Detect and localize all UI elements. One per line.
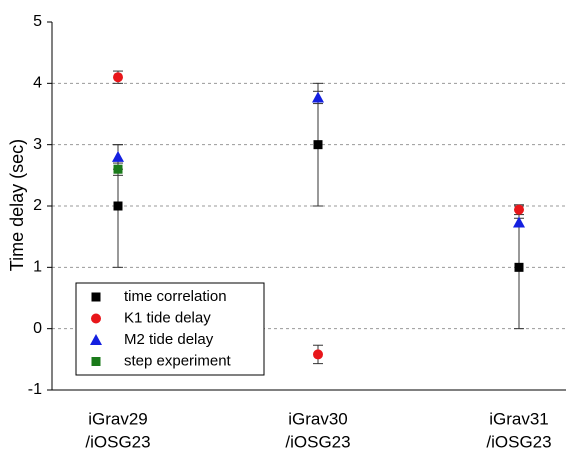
marker xyxy=(113,201,123,211)
legend-label: time correlation xyxy=(124,288,227,305)
marker xyxy=(513,216,525,228)
marker xyxy=(313,140,323,150)
marker xyxy=(514,204,524,215)
marker xyxy=(112,150,124,162)
y-tick-label: 1 xyxy=(33,259,42,276)
x-tick-label: /iOSG23 xyxy=(85,432,150,451)
y-tick-label: 3 xyxy=(33,136,42,153)
marker xyxy=(313,349,323,360)
y-tick-label: 0 xyxy=(33,320,42,337)
legend-label: M2 tide delay xyxy=(124,331,214,348)
marker xyxy=(113,72,123,83)
marker xyxy=(514,262,524,272)
x-tick-label: iGrav29 xyxy=(88,409,148,428)
legend: time correlation K1 tide delay M2 tide del… xyxy=(75,282,265,376)
y-tick-label: 5 xyxy=(33,13,42,30)
legend-label: K1 tide delay xyxy=(124,309,211,326)
legend-label: step experiment xyxy=(124,352,232,369)
y-axis-label: Time delay (sec) xyxy=(7,139,27,271)
y-tick-label: -1 xyxy=(28,381,42,398)
marker xyxy=(113,164,123,174)
marker xyxy=(312,91,324,103)
x-tick-label: iGrav30 xyxy=(288,409,348,428)
marker xyxy=(90,334,102,345)
y-tick-label: 2 xyxy=(33,197,42,214)
x-tick-label: /iOSG23 xyxy=(285,432,350,451)
marker xyxy=(91,357,101,366)
y-tick-label: 4 xyxy=(33,75,42,92)
marker xyxy=(91,292,101,302)
x-tick-label: /iOSG23 xyxy=(486,432,551,451)
legend-box xyxy=(75,282,265,376)
x-tick-label: iGrav31 xyxy=(489,409,549,428)
marker xyxy=(91,313,101,324)
